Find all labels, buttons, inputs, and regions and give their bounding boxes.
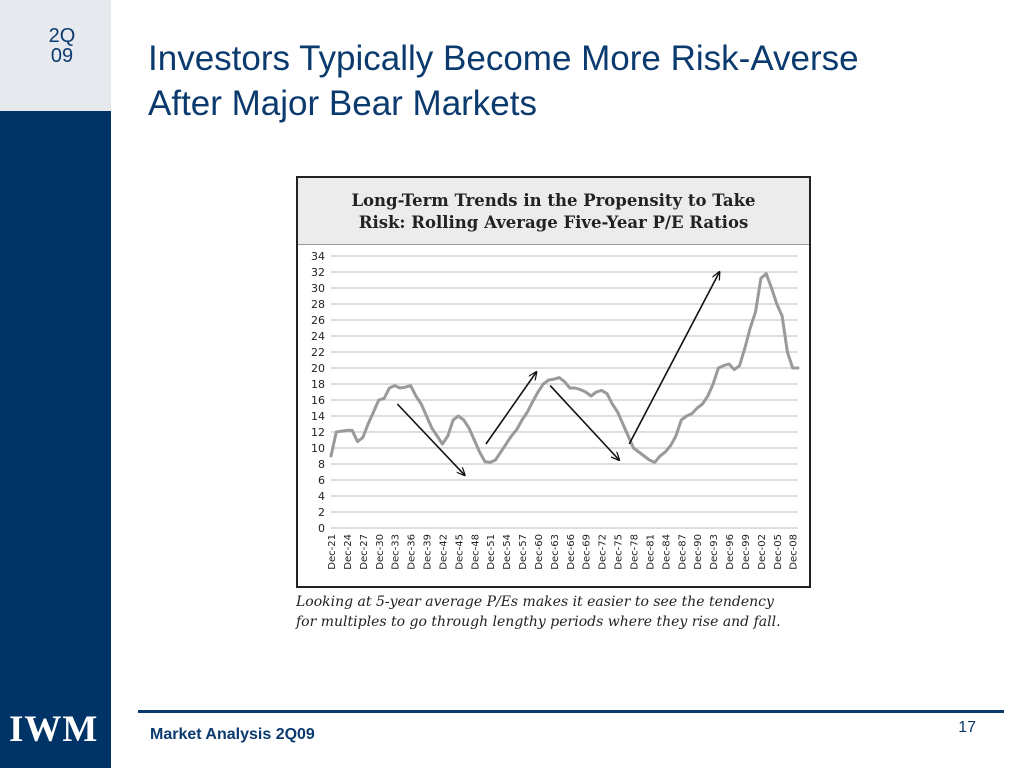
x-tick-label: Dec-72 — [598, 534, 609, 570]
slide-title-line1: Investors Typically Become More Risk-Ave… — [148, 39, 859, 78]
x-tick-label: Dec-48 — [470, 534, 481, 570]
pe-series-line — [329, 272, 800, 464]
y-tick-label: 26 — [311, 314, 325, 327]
chart-caption-line2: for multiples to go through lengthy peri… — [296, 614, 781, 630]
y-tick-label: 0 — [318, 522, 325, 535]
x-tick-label: Dec-84 — [661, 534, 672, 570]
quarter-line2: 09 — [50, 45, 74, 67]
x-tick-label: Dec-33 — [391, 534, 402, 570]
x-tick-label: Dec-39 — [423, 534, 434, 570]
footer-divider — [138, 710, 1004, 713]
y-tick-label: 32 — [311, 266, 325, 279]
x-tick-label: Dec-96 — [725, 534, 736, 570]
y-tick-label: 22 — [311, 346, 325, 359]
x-tick-label: Dec-54 — [502, 534, 513, 570]
y-tick-label: 12 — [311, 426, 325, 439]
chart-figure: Long-Term Trends in the Propensity to Ta… — [296, 176, 811, 588]
chart-caption: Looking at 5-year average P/Es makes it … — [296, 592, 826, 632]
x-tick-label: Dec-63 — [550, 534, 561, 570]
footer-label: Market Analysis 2Q09 — [150, 726, 315, 743]
y-tick-label: 28 — [311, 298, 325, 311]
trend-arrow — [628, 272, 719, 445]
quarter-line1: 2Q — [48, 25, 76, 47]
y-tick-label: 10 — [311, 442, 325, 455]
y-tick-label: 14 — [311, 410, 325, 423]
y-tick-label: 2 — [318, 506, 325, 519]
x-tick-label: Dec-93 — [709, 534, 720, 570]
quarter-label: 2Q 09 — [40, 26, 84, 66]
x-tick-label: Dec-69 — [582, 534, 593, 570]
x-tick-label: Dec-60 — [534, 534, 545, 570]
x-tick-label: Dec-42 — [438, 534, 449, 570]
x-tick-label: Dec-05 — [773, 534, 784, 570]
x-tick-label: Dec-57 — [518, 534, 529, 570]
y-tick-label: 6 — [318, 474, 325, 487]
chart-caption-line1: Looking at 5-year average P/Es makes it … — [296, 594, 774, 610]
y-tick-label: 34 — [311, 250, 325, 263]
x-tick-label: Dec-51 — [486, 534, 497, 570]
slide-title: Investors Typically Become More Risk-Ave… — [148, 36, 1008, 126]
x-tick-label: Dec-27 — [359, 534, 370, 570]
y-tick-label: 24 — [311, 330, 325, 343]
x-tick-label: Dec-21 — [327, 534, 338, 570]
y-tick-label: 18 — [311, 378, 325, 391]
slide-title-line2: After Major Bear Markets — [148, 84, 537, 123]
x-tick-label: Dec-36 — [407, 534, 418, 570]
x-tick-label: Dec-08 — [789, 534, 800, 570]
iwm-logo: IWM — [9, 709, 99, 750]
x-tick-label: Dec-66 — [566, 534, 577, 570]
x-tick-label: Dec-99 — [741, 534, 752, 570]
y-tick-label: 16 — [311, 394, 325, 407]
y-tick-label: 8 — [318, 458, 325, 471]
x-tick-label: Dec-78 — [629, 534, 640, 570]
page-number: 17 — [958, 719, 976, 736]
x-tick-label: Dec-02 — [757, 534, 768, 570]
chart-heading-line1: Long-Term Trends in the Propensity to Ta… — [351, 191, 756, 210]
x-tick-label: Dec-81 — [645, 534, 656, 570]
x-tick-label: Dec-75 — [614, 534, 625, 570]
chart-heading: Long-Term Trends in the Propensity to Ta… — [298, 178, 809, 245]
trend-arrow — [396, 403, 464, 475]
x-tick-label: Dec-87 — [677, 534, 688, 570]
y-tick-label: 4 — [318, 490, 325, 503]
sidebar — [0, 0, 111, 768]
chart-heading-line2: Risk: Rolling Average Five-Year P/E Rati… — [358, 213, 749, 232]
y-tick-label: 20 — [311, 362, 325, 375]
trend-arrow — [549, 385, 619, 460]
quarter-badge: 2Q 09 — [0, 0, 111, 111]
x-tick-label: Dec-24 — [343, 534, 354, 570]
x-tick-label: Dec-30 — [375, 534, 386, 570]
x-tick-label: Dec-45 — [454, 534, 465, 570]
y-tick-label: 30 — [311, 282, 325, 295]
x-tick-label: Dec-90 — [693, 534, 704, 570]
trend-arrow — [485, 372, 536, 445]
